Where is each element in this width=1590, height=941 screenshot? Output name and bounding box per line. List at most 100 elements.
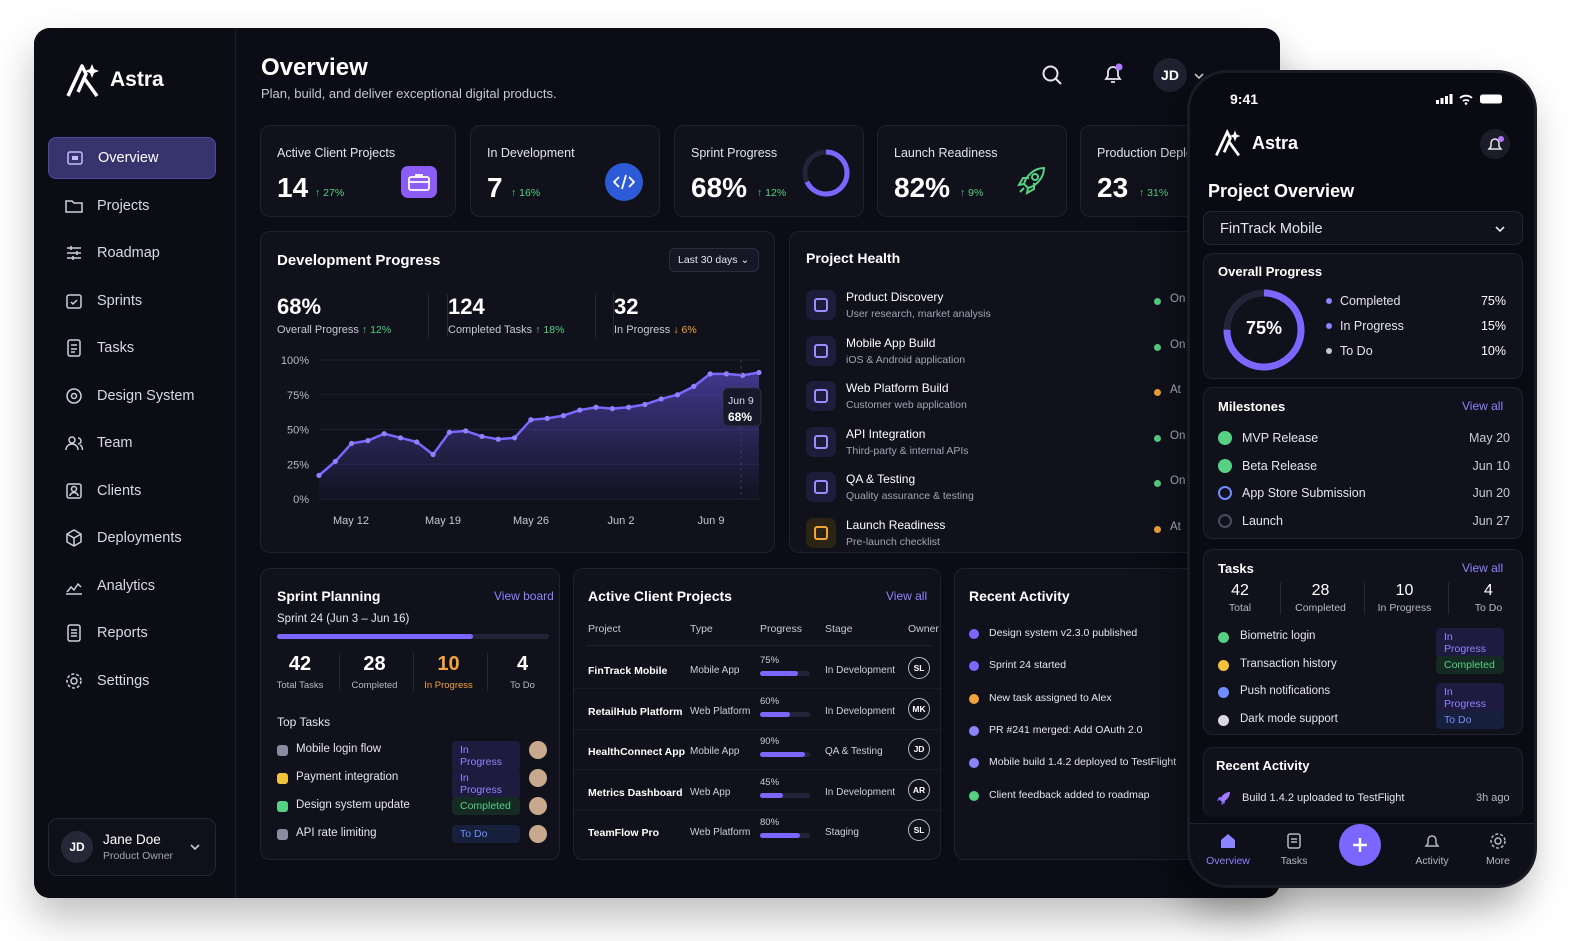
health-item[interactable]: API Integration Third-party & internal AP… [806,425,1246,463]
activity-item[interactable]: Mobile build 1.4.2 deployed to TestFligh… [969,755,1249,775]
sidebar-item-settings[interactable]: Settings [48,660,216,702]
task-row[interactable]: Payment integration In Progress [277,769,549,799]
view-board-link[interactable]: View board [494,589,554,603]
sidebar-item-design-system[interactable]: Design System [48,375,216,417]
chart-point[interactable] [560,413,567,419]
project-type: Mobile App [690,665,740,676]
add-button[interactable] [1339,824,1381,866]
health-item[interactable]: Launch Readiness Pre-launch checklist At [806,516,1246,554]
health-item[interactable]: QA & Testing Quality assurance & testing O… [806,470,1246,508]
sidebar-item-clients[interactable]: Clients [48,470,216,512]
bell-icon[interactable] [1101,62,1125,86]
sidebar-item-projects[interactable]: Projects [48,185,216,227]
chart-point[interactable] [381,431,387,437]
task-checkbox[interactable] [277,829,288,840]
sidebar-item-roadmap[interactable]: Roadmap [48,232,216,274]
mobile-logo[interactable]: Astra [1212,129,1298,157]
sidebar-item-overview[interactable]: Overview [48,137,216,179]
tab-overview[interactable]: Overview [1204,832,1252,867]
sidebar-item-team[interactable]: Team [48,422,216,464]
milestone-name: Beta Release [1242,458,1318,473]
chart-point[interactable] [479,433,485,440]
chart-point[interactable] [446,429,452,435]
chart-point[interactable] [511,435,518,441]
chart-point[interactable] [593,404,599,410]
sidebar-item-sprints[interactable]: Sprints [48,280,216,322]
chart-point[interactable] [332,458,338,465]
health-item[interactable]: Product Discovery User research, market a… [806,288,1246,326]
tab-tasks[interactable]: Tasks [1270,832,1318,867]
search-icon[interactable] [1041,64,1063,86]
kpi-value: 68% [277,294,322,319]
chart-point[interactable] [414,439,420,445]
task-checkbox[interactable] [277,801,288,812]
task-row[interactable]: Mobile login flow In Progress [277,741,549,771]
table-row[interactable]: Metrics Dashboard Web App 45% In Developmen… [574,775,942,811]
chart-point[interactable] [756,369,762,376]
view-all-link[interactable]: View all [1462,561,1504,575]
activity-item[interactable]: Sprint 24 started [969,658,1249,678]
task-row[interactable]: API rate limiting To Do [277,825,549,845]
task-row[interactable]: Push notifications In Progress [1218,683,1510,713]
chart-point[interactable] [528,417,534,423]
activity-text: Build 1.4.2 uploaded to TestFlight [1242,792,1405,804]
chart-point[interactable] [658,396,664,402]
task-row[interactable]: Biometric login In Progress [1218,628,1510,658]
task-row[interactable]: Dark mode support To Do [1218,710,1510,731]
chart-point[interactable] [397,435,404,441]
table-row[interactable]: RetailHub Platform Web Platform 60% In Deve… [574,694,942,730]
stat-card-active-projects[interactable]: Active Client Projects 14 ↑ 27% [260,125,456,217]
chevron-down-icon[interactable] [1193,70,1205,82]
project-select[interactable]: FinTrack Mobile [1203,211,1523,245]
activity-item[interactable]: New task assigned to Alex [969,691,1249,711]
chart-point[interactable] [707,371,713,377]
sidebar-item-tasks[interactable]: Tasks [48,327,216,369]
chart-point[interactable] [430,451,436,458]
chart-point[interactable] [316,472,322,478]
sidebar-item-analytics[interactable]: Analytics [48,565,216,607]
task-row[interactable]: Transaction history Completed [1218,655,1510,676]
task-checkbox[interactable] [277,773,288,784]
user-menu[interactable]: JD Jane Doe Product Owner [48,818,216,876]
chart-point[interactable] [723,371,730,377]
stat-card-launch-readiness[interactable]: Launch Readiness 82% ↑ 9% [877,125,1067,217]
chart-point[interactable] [674,392,681,398]
chart-point[interactable] [609,406,615,412]
chart-point[interactable] [495,436,501,442]
tab-activity[interactable]: Activity [1406,832,1458,867]
milestone-item[interactable]: Launch Jun 27 [1218,513,1510,531]
date-range-dropdown[interactable]: Last 30 days ⌄ [669,248,759,272]
stat-card-sprint-progress[interactable]: Sprint Progress 68% ↑ 12% [674,125,864,217]
sidebar-item-reports[interactable]: Reports [48,612,216,654]
sidebar-item-deployments[interactable]: Deployments [48,517,216,559]
app-logo[interactable]: Astra [64,62,164,98]
chart-point[interactable] [348,440,355,446]
task-checkbox[interactable] [277,745,288,756]
tab-more[interactable]: More [1474,832,1522,867]
activity-item[interactable]: PR #241 merged: Add OAuth 2.0 [969,723,1249,743]
stat-card-in-development[interactable]: In Development 7 ↑ 16% [470,125,660,217]
milestone-item[interactable]: App Store Submission Jun 20 [1218,485,1510,503]
chart-point[interactable] [463,428,469,434]
header-avatar[interactable]: JD [1153,58,1187,92]
chart-point[interactable] [577,407,583,413]
table-row[interactable]: FinTrack Mobile Mobile App 75% In Developme… [574,653,942,689]
task-row[interactable]: Design system update Completed [277,797,549,817]
bell-icon[interactable] [1480,129,1510,159]
chart-point[interactable] [544,415,550,421]
chart-point[interactable] [365,438,371,444]
activity-item[interactable]: Client feedback added to roadmap [969,788,1249,808]
chart-point[interactable] [626,404,632,410]
table-row[interactable]: HealthConnect App Mobile App 90% QA & Testi… [574,734,942,770]
view-all-link[interactable]: View all [886,589,928,603]
health-item[interactable]: Web Platform Build Customer web applicati… [806,379,1246,417]
milestone-item[interactable]: Beta Release Jun 10 [1218,458,1510,476]
view-all-link[interactable]: View all [1462,399,1504,413]
chart-point[interactable] [642,401,648,408]
health-item[interactable]: Mobile App Build iOS & Android applicatio… [806,334,1246,372]
chart-point[interactable] [691,383,697,390]
milestone-name: MVP Release [1242,431,1319,445]
milestone-item[interactable]: MVP Release May 20 [1218,430,1510,448]
table-row[interactable]: TeamFlow Pro Web Platform 80% Staging SL [574,815,942,851]
activity-item[interactable]: Design system v2.3.0 published [969,626,1249,646]
